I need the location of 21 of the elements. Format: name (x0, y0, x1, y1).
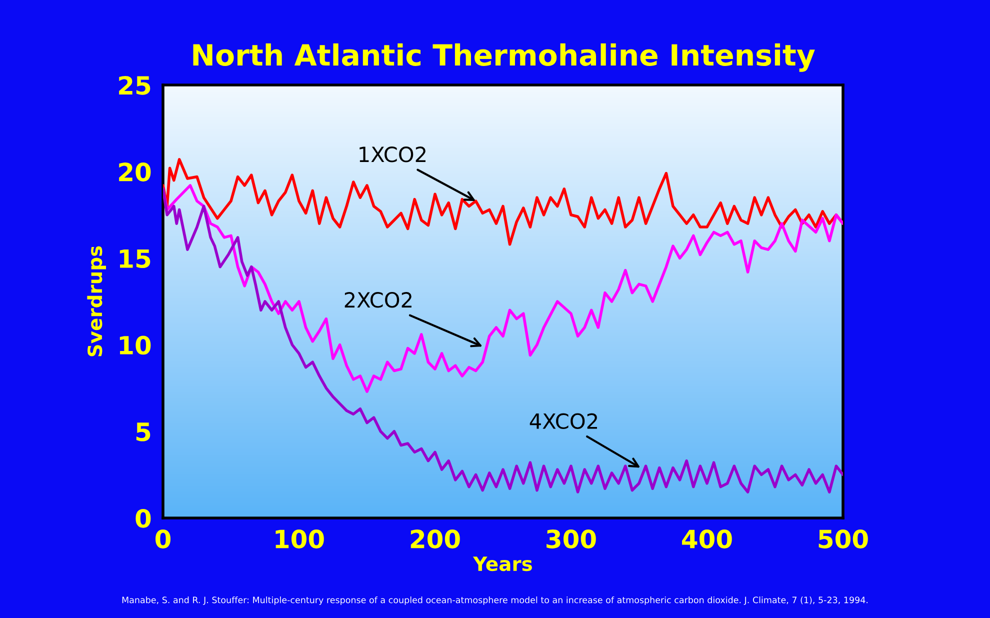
line-series (163, 184, 843, 393)
y-tick-label: 20 (119, 162, 151, 182)
x-tick-label: 300 (546, 530, 596, 548)
y-tick-label: 15 (120, 249, 150, 268)
y-tick-label: 10 (120, 336, 151, 355)
y-tick-label: 5 (136, 422, 150, 442)
y-tick-label: 25 (119, 76, 150, 95)
line-series (163, 188, 843, 494)
y-tick-label: 0 (136, 508, 151, 528)
x-tick-label: 200 (410, 530, 460, 548)
annotation: 2XCO2 (344, 292, 412, 308)
x-axis-title: Years (472, 556, 532, 572)
chart-title: North Atlantic Thermohaline Intensity (193, 43, 815, 72)
text: Manabe, S. and R. J. Stouffer: Multiple-century response of a coupled ocean-atmosphere model to an increase of atmospheric carbon dioxide. J. Climate, 7 (1), 5-23, 1994. (122, 596, 868, 605)
x-tick-label: 100 (276, 530, 324, 548)
x-tick-label: 0 (156, 530, 170, 548)
annotation: 4XCO2 (530, 413, 597, 430)
x-tick-label: 500 (818, 530, 868, 548)
annotation: 1XCO2 (360, 146, 426, 162)
y-axis-title: Sverdrups (87, 246, 106, 356)
x-tick-label: 400 (682, 530, 732, 548)
